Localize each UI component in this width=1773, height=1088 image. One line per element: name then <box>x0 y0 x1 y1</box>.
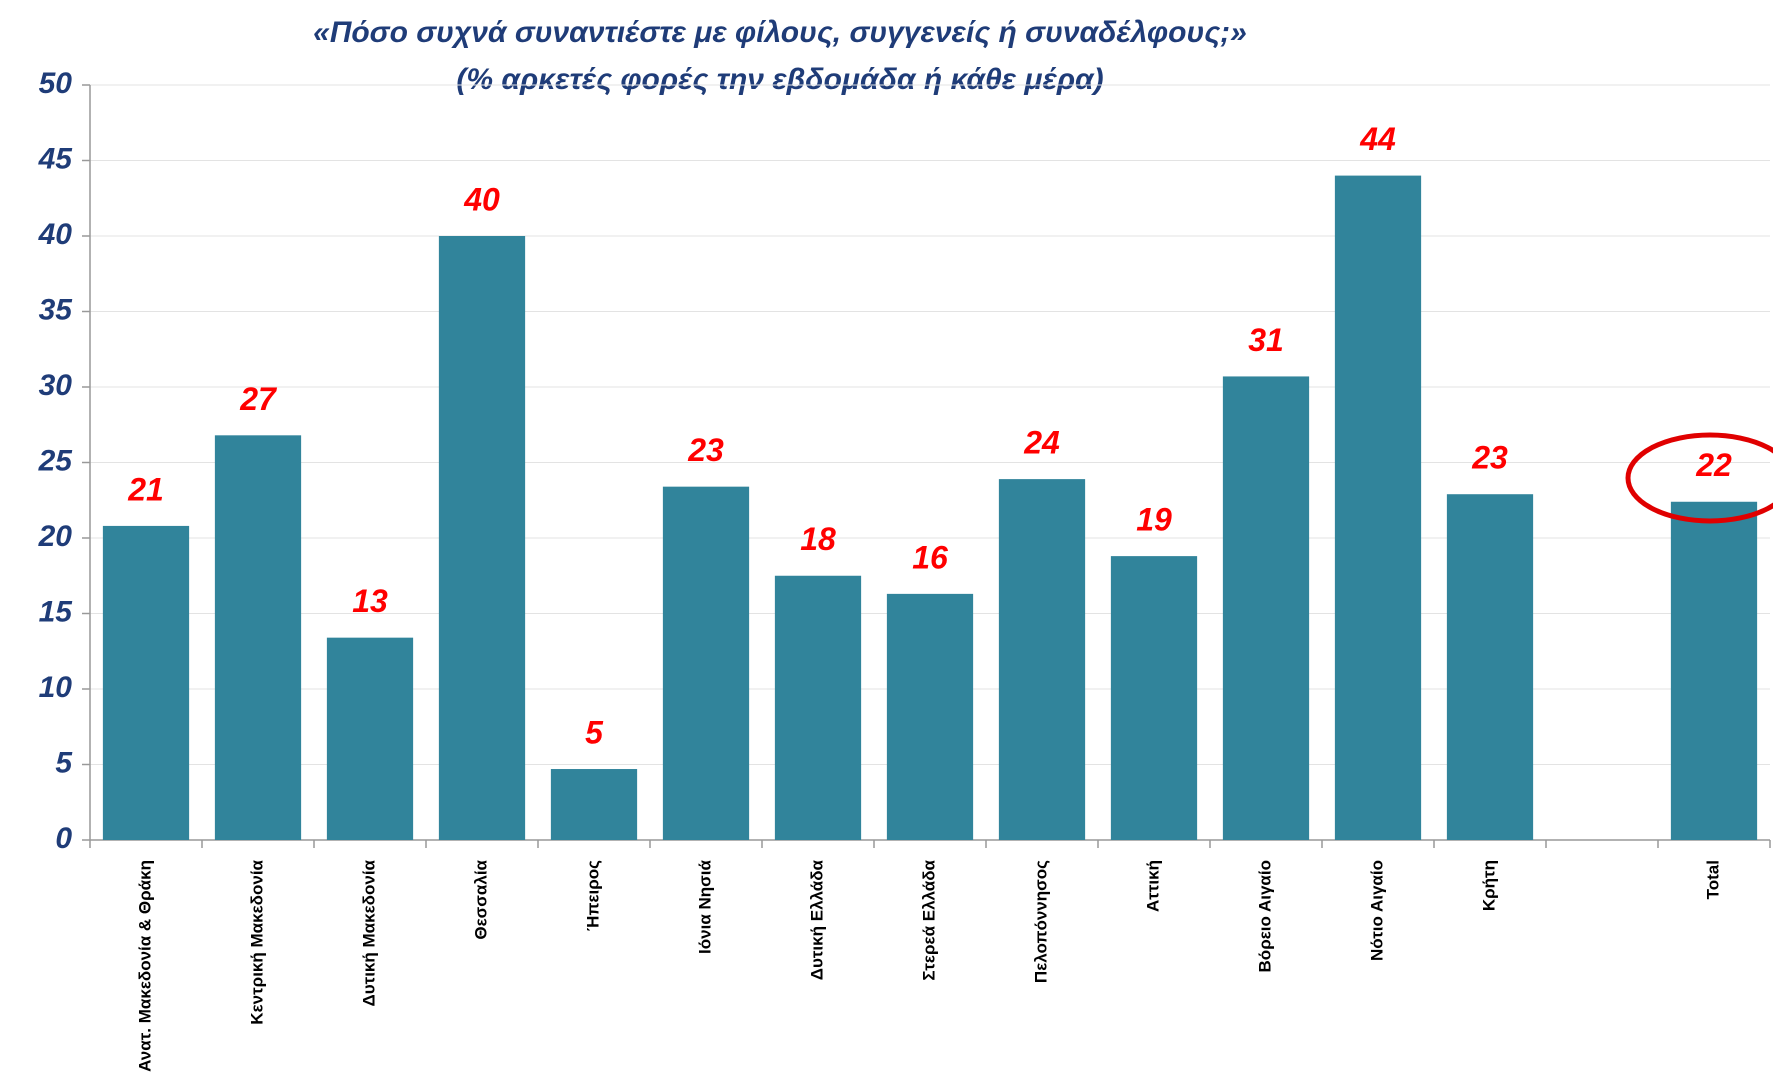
data-label: 27 <box>239 381 278 417</box>
data-label: 31 <box>1248 322 1284 358</box>
bar <box>774 575 862 840</box>
y-tick-label: 30 <box>39 369 73 402</box>
data-label: 13 <box>352 583 388 619</box>
chart-title: «Πόσο συχνά συναντιέστε με φίλους, συγγε… <box>313 16 1247 49</box>
y-tick-label: 25 <box>38 444 74 477</box>
y-tick-label: 10 <box>39 671 73 704</box>
bar <box>1110 556 1198 840</box>
x-tick-label: Κεντρική Μακεδονία <box>247 859 266 1024</box>
x-tick-label: Πελοπόννησος <box>1031 860 1050 983</box>
data-label: 5 <box>585 714 604 750</box>
data-label: 23 <box>1471 440 1508 476</box>
data-label: 16 <box>912 539 948 575</box>
y-tick-label: 35 <box>39 293 74 326</box>
x-tick-label: Δυτική Μακεδονία <box>359 859 378 1006</box>
data-label: 18 <box>800 521 836 557</box>
bar <box>1446 494 1534 840</box>
bar <box>1334 175 1422 841</box>
bar <box>998 479 1086 840</box>
y-tick-label: 45 <box>38 142 74 175</box>
x-tick-label: Βόρειο Αιγαίο <box>1255 860 1274 972</box>
bar <box>438 236 526 840</box>
bar <box>1222 376 1310 840</box>
data-label: 24 <box>1023 425 1060 461</box>
data-label: 40 <box>463 181 500 217</box>
y-tick-label: 40 <box>38 218 73 251</box>
data-label: 44 <box>1359 121 1396 157</box>
data-label: 19 <box>1136 502 1172 538</box>
x-tick-label: Ανατ. Μακεδονία & Θράκη <box>135 860 154 1072</box>
bar <box>886 593 974 840</box>
bar <box>214 435 302 840</box>
y-tick-label: 50 <box>39 67 73 100</box>
x-tick-label: Ήπειρος <box>583 860 602 931</box>
x-tick-label: Θεσσαλία <box>471 859 490 939</box>
x-tick-label: Total <box>1703 860 1722 899</box>
x-tick-label: Ιόνια Νησιά <box>695 859 714 953</box>
y-tick-label: 5 <box>55 746 73 779</box>
y-tick-label: 15 <box>39 595 74 628</box>
data-label: 21 <box>127 471 164 507</box>
bar <box>326 637 414 840</box>
y-tick-label: 20 <box>38 520 73 553</box>
bar <box>1670 501 1758 840</box>
data-label: 22 <box>1695 447 1732 483</box>
y-tick-label: 0 <box>55 822 72 855</box>
x-tick-label: Αττική <box>1143 860 1162 912</box>
x-tick-label: Νότιο Αιγαίο <box>1367 860 1386 961</box>
data-label: 23 <box>687 432 724 468</box>
x-tick-label: Στερεά Ελλάδα <box>919 859 938 980</box>
x-tick-label: Δυτική Ελλάδα <box>807 859 826 980</box>
bar <box>102 525 190 840</box>
bar <box>550 769 638 840</box>
bar <box>662 486 750 840</box>
highlight-circle <box>1625 432 1773 524</box>
chart-subtitle: (% αρκετές φορές την εβδομάδα ή κάθε μέρ… <box>456 63 1103 96</box>
x-tick-label: Κρήτη <box>1479 860 1498 911</box>
